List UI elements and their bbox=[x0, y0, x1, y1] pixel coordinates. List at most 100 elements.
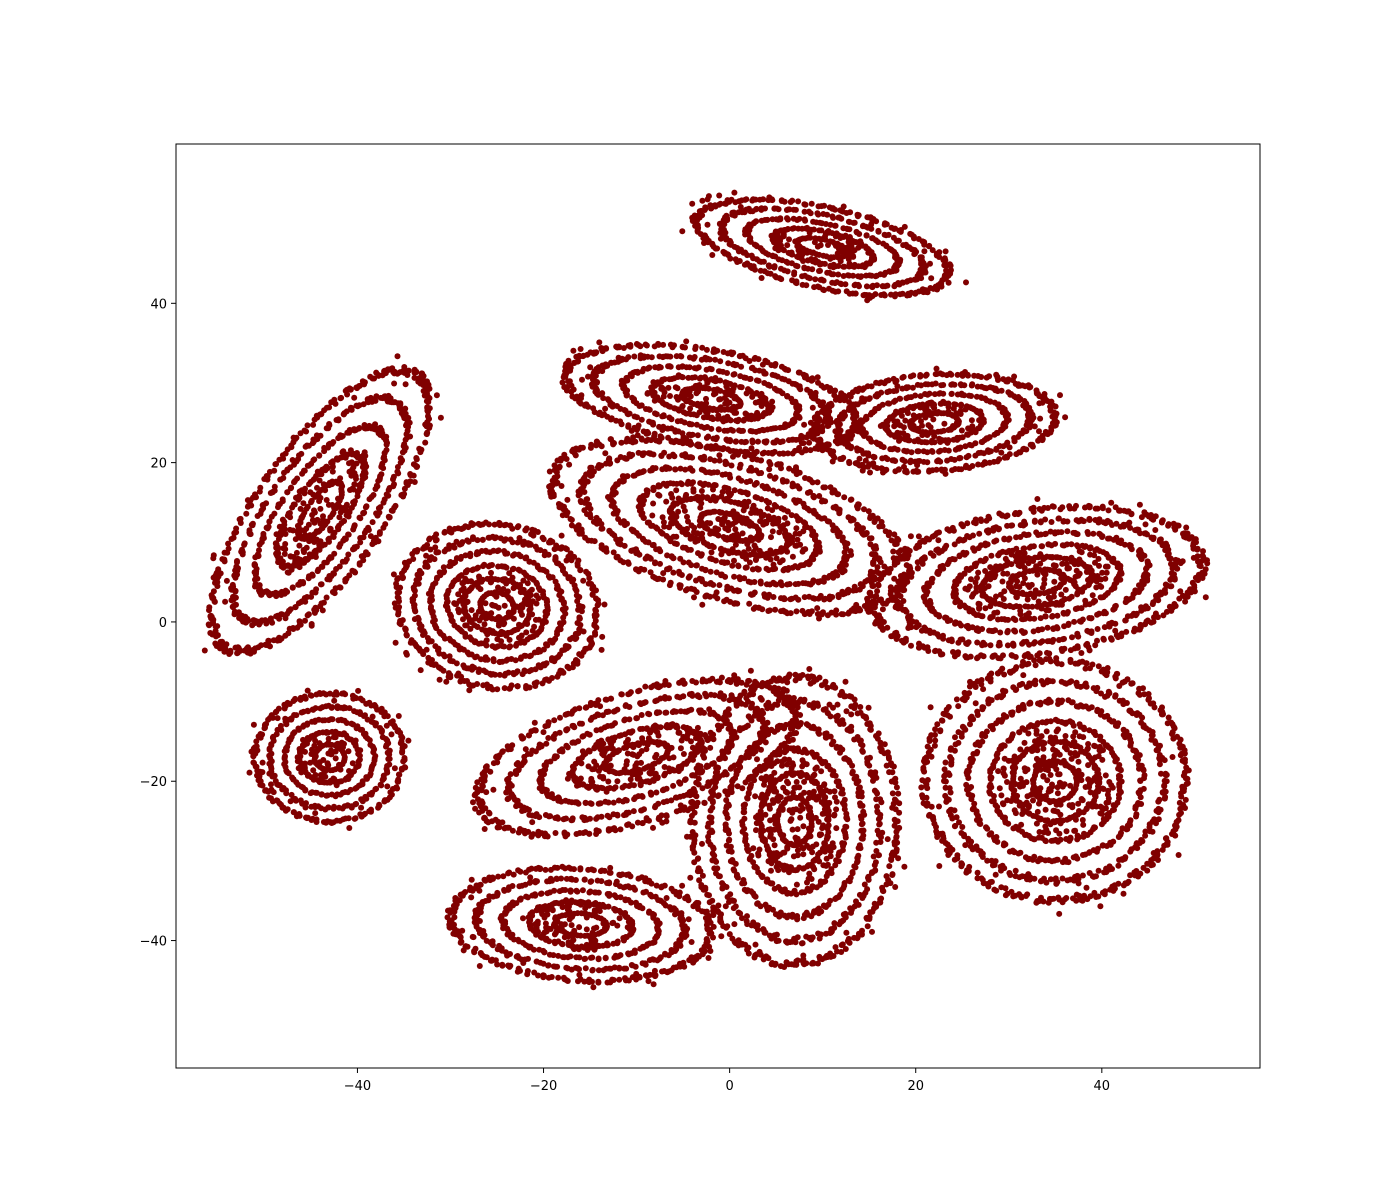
scatter-point bbox=[737, 373, 744, 380]
scatter-point bbox=[1025, 382, 1032, 389]
scatter-point bbox=[816, 493, 823, 499]
scatter-point bbox=[702, 235, 709, 241]
scatter-point bbox=[973, 393, 980, 400]
scatter-point bbox=[1005, 389, 1012, 396]
scatter-point bbox=[754, 494, 761, 501]
scatter-point bbox=[562, 643, 569, 649]
scatter-point bbox=[485, 534, 492, 541]
scatter-point bbox=[727, 598, 734, 605]
scatter-point bbox=[688, 421, 695, 428]
scatter-point bbox=[969, 463, 976, 469]
scatter-point bbox=[392, 639, 399, 646]
scatter-point bbox=[423, 552, 430, 559]
scatter-point bbox=[797, 541, 804, 548]
scatter-point bbox=[875, 581, 882, 588]
scatter-point bbox=[718, 551, 725, 558]
scatter-point bbox=[443, 678, 450, 685]
scatter-point bbox=[701, 456, 708, 463]
scatter-point bbox=[712, 356, 719, 363]
scatter-point bbox=[717, 509, 724, 516]
scatter-point bbox=[620, 345, 627, 351]
scatter-point bbox=[587, 470, 594, 476]
scatter-point bbox=[585, 403, 592, 410]
scatter-point bbox=[717, 404, 724, 411]
scatter-point bbox=[980, 419, 987, 426]
scatter-point bbox=[850, 516, 857, 523]
scatter-point bbox=[820, 277, 827, 284]
scatter-point bbox=[1134, 526, 1141, 533]
scatter-point bbox=[691, 524, 698, 531]
scatter-point bbox=[624, 520, 630, 527]
scatter-point bbox=[868, 535, 875, 542]
scatter-point bbox=[490, 658, 497, 665]
scatter-point bbox=[886, 529, 893, 536]
scatter-point bbox=[725, 386, 732, 393]
scatter-point bbox=[914, 436, 921, 443]
scatter-point bbox=[846, 260, 853, 267]
scatter-point bbox=[670, 555, 677, 562]
scatter-point bbox=[510, 585, 517, 592]
scatter-point bbox=[800, 546, 807, 553]
scatter-point bbox=[842, 232, 849, 239]
scatter-point bbox=[580, 628, 587, 635]
scatter-point bbox=[845, 239, 852, 245]
scatter-point bbox=[806, 275, 813, 282]
scatter-point bbox=[633, 341, 640, 347]
scatter-point bbox=[996, 456, 1003, 463]
scatter-point bbox=[676, 439, 683, 446]
scatter-point bbox=[878, 596, 884, 603]
scatter-point bbox=[673, 541, 680, 547]
scatter-point bbox=[676, 570, 683, 577]
scatter-point bbox=[691, 354, 698, 360]
scatter-point bbox=[790, 206, 797, 213]
scatter-point bbox=[800, 258, 807, 264]
scatter-point bbox=[941, 420, 948, 427]
scatter-point bbox=[941, 255, 948, 262]
scatter-point bbox=[665, 384, 672, 391]
scatter-point bbox=[693, 365, 700, 372]
scatter-point bbox=[856, 455, 863, 462]
scatter-point bbox=[509, 574, 516, 581]
scatter-point bbox=[712, 530, 719, 537]
scatter-point bbox=[585, 373, 591, 380]
scatter-point bbox=[759, 483, 766, 489]
scatter-point bbox=[559, 379, 566, 386]
scatter-point bbox=[682, 466, 689, 473]
scatter-point bbox=[589, 383, 596, 390]
scatter-point bbox=[696, 409, 703, 416]
scatter-point bbox=[917, 393, 924, 400]
scatter-point bbox=[786, 236, 792, 243]
scatter-point bbox=[723, 495, 730, 502]
scatter-point bbox=[892, 262, 899, 268]
scatter-point bbox=[814, 210, 821, 217]
scatter-point bbox=[907, 373, 914, 380]
scatter-point bbox=[937, 651, 944, 658]
scatter-point bbox=[558, 668, 565, 674]
scatter-point bbox=[720, 349, 727, 355]
scatter-point bbox=[759, 361, 766, 368]
scatter-point bbox=[718, 545, 725, 552]
scatter-point bbox=[678, 481, 685, 488]
scatter-point bbox=[726, 471, 733, 478]
scatter-point bbox=[731, 409, 738, 416]
scatter-point bbox=[502, 576, 509, 583]
scatter-point bbox=[716, 192, 723, 199]
scatter-point bbox=[722, 525, 729, 532]
scatter-point bbox=[578, 499, 585, 506]
scatter-point bbox=[685, 559, 692, 566]
scatter-point bbox=[1118, 633, 1125, 640]
scatter-point bbox=[547, 537, 554, 544]
scatter-point bbox=[784, 450, 791, 457]
scatter-point bbox=[758, 552, 765, 559]
scatter-point bbox=[744, 252, 751, 259]
scatter-point bbox=[924, 432, 931, 438]
scatter-point bbox=[710, 486, 716, 493]
scatter-point bbox=[708, 549, 715, 556]
scatter-point bbox=[772, 372, 779, 379]
scatter-point bbox=[1000, 652, 1006, 659]
scatter-point bbox=[804, 224, 811, 231]
scatter-point bbox=[526, 684, 533, 691]
scatter-point bbox=[705, 193, 712, 200]
scatter-point bbox=[869, 583, 876, 589]
